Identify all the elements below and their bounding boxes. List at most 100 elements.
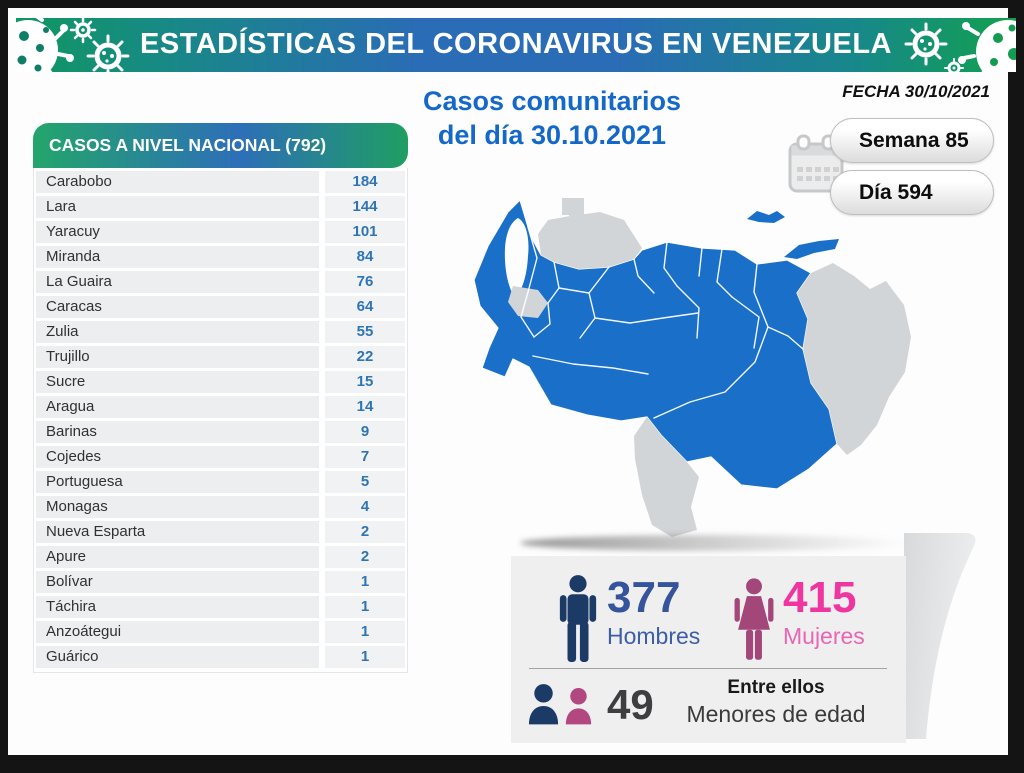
table-header: CASOS A NIVEL NACIONAL (792) bbox=[33, 123, 408, 168]
state-cases: 55 bbox=[325, 321, 405, 343]
state-name: Caracas bbox=[36, 296, 319, 318]
table-row: Caracas 64 bbox=[36, 296, 405, 318]
state-name: Trujillo bbox=[36, 346, 319, 368]
table-row: Carabobo 184 bbox=[36, 171, 405, 193]
state-cases: 101 bbox=[325, 221, 405, 243]
page-title: Casos comunitarios del día 30.10.2021 bbox=[406, 84, 698, 152]
card-page-curl bbox=[904, 533, 976, 739]
state-cases: 1 bbox=[325, 596, 405, 618]
table-row: La Guaira 76 bbox=[36, 271, 405, 293]
table-row: Miranda 84 bbox=[36, 246, 405, 268]
virus-icon bbox=[944, 58, 964, 72]
map-states-without-cases bbox=[508, 198, 911, 537]
state-cases: 2 bbox=[325, 546, 405, 568]
map-state-borders bbox=[520, 226, 804, 419]
table-row: Portuguesa 5 bbox=[36, 471, 405, 493]
table-row: Zulia 55 bbox=[36, 321, 405, 343]
virus-decoration-icons bbox=[16, 18, 1016, 72]
state-name: Guárico bbox=[36, 646, 319, 668]
virus-icon bbox=[69, 18, 97, 44]
state-cases: 9 bbox=[325, 421, 405, 443]
state-name: Aragua bbox=[36, 396, 319, 418]
state-name: Apure bbox=[36, 546, 319, 568]
state-cases: 4 bbox=[325, 496, 405, 518]
banner: ESTADÍSTICAS DEL CORONAVIRUS EN VENEZUEL… bbox=[16, 18, 1016, 72]
state-cases: 144 bbox=[325, 196, 405, 218]
state-name: Zulia bbox=[36, 321, 319, 343]
state-table-rows: Carabobo 184 Lara 144 Yaracuy 101 Miranda 84 La … bbox=[33, 168, 408, 673]
state-name: Anzoátegui bbox=[36, 621, 319, 643]
state-cases: 2 bbox=[325, 521, 405, 543]
table-row: Aragua 14 bbox=[36, 396, 405, 418]
table-row: Barinas 9 bbox=[36, 421, 405, 443]
state-name: Barinas bbox=[36, 421, 319, 443]
table-row: Guárico 1 bbox=[36, 646, 405, 668]
card-top-shadow bbox=[520, 535, 910, 551]
map-lake-maracaibo bbox=[504, 218, 529, 298]
card-divider bbox=[529, 668, 887, 669]
virus-icon bbox=[86, 34, 130, 72]
table-row: Monagas 4 bbox=[36, 496, 405, 518]
table-row: Lara 144 bbox=[36, 196, 405, 218]
state-name: Sucre bbox=[36, 371, 319, 393]
page-title-line2: del día 30.10.2021 bbox=[437, 120, 667, 150]
women-count: 415 bbox=[783, 573, 857, 622]
state-cases: 14 bbox=[325, 396, 405, 418]
virus-icon bbox=[958, 20, 1016, 72]
minors-caption: Entre ellos Menores de edad bbox=[663, 676, 889, 728]
state-name: Cojedes bbox=[36, 446, 319, 468]
minors-caption-line1: Entre ellos bbox=[727, 677, 825, 698]
table-row: Nueva Esparta 2 bbox=[36, 521, 405, 543]
state-cases: 84 bbox=[325, 246, 405, 268]
table-row: Apure 2 bbox=[36, 546, 405, 568]
map-paria-peninsula bbox=[784, 239, 839, 259]
table-row: Táchira 1 bbox=[36, 596, 405, 618]
minors-caption-line2: Menores de edad bbox=[686, 701, 866, 727]
page-title-line1: Casos comunitarios bbox=[422, 86, 682, 116]
state-cases: 1 bbox=[325, 621, 405, 643]
table-row: Sucre 15 bbox=[36, 371, 405, 393]
minors-people-icons bbox=[528, 684, 592, 725]
state-name: Carabobo bbox=[36, 171, 319, 193]
week-badge: Semana 85 bbox=[830, 118, 994, 163]
banner-title: ESTADÍSTICAS DEL CORONAVIRUS EN VENEZUEL… bbox=[139, 27, 892, 60]
table-row: Trujillo 22 bbox=[36, 346, 405, 368]
date-label: FECHA 30/10/2021 bbox=[842, 82, 990, 101]
gender-stats-card: 377 Hombres 415 Mujeres bbox=[511, 556, 906, 743]
state-name: Táchira bbox=[36, 596, 319, 618]
state-cases: 76 bbox=[325, 271, 405, 293]
state-cases: 184 bbox=[325, 171, 405, 193]
state-cases: 15 bbox=[325, 371, 405, 393]
state-cases: 22 bbox=[325, 346, 405, 368]
minors-count: 49 bbox=[607, 681, 654, 728]
men-count: 377 bbox=[607, 573, 681, 622]
day-badge: Día 594 bbox=[830, 170, 994, 215]
table-row: Yaracuy 101 bbox=[36, 221, 405, 243]
state-name: Lara bbox=[36, 196, 319, 218]
state-name: Nueva Esparta bbox=[36, 521, 319, 543]
state-name: Miranda bbox=[36, 246, 319, 268]
man-icon bbox=[559, 575, 597, 662]
state-cases: 7 bbox=[325, 446, 405, 468]
national-cases-table: CASOS A NIVEL NACIONAL (792) Carabobo 184… bbox=[33, 123, 408, 673]
map-states-with-cases bbox=[473, 199, 838, 490]
women-label: Mujeres bbox=[783, 623, 865, 649]
state-cases: 1 bbox=[325, 571, 405, 593]
map-margarita-island bbox=[747, 211, 785, 223]
state-cases: 5 bbox=[325, 471, 405, 493]
state-cases: 64 bbox=[325, 296, 405, 318]
calendar-icon bbox=[788, 134, 844, 193]
virus-icon bbox=[904, 22, 948, 66]
venezuela-map bbox=[473, 198, 911, 537]
virus-icon bbox=[16, 18, 74, 72]
state-name: Yaracuy bbox=[36, 221, 319, 243]
table-row: Cojedes 7 bbox=[36, 446, 405, 468]
state-name: Bolívar bbox=[36, 571, 319, 593]
table-row: Bolívar 1 bbox=[36, 571, 405, 593]
woman-icon bbox=[734, 578, 774, 660]
content-area: ESTADÍSTICAS DEL CORONAVIRUS EN VENEZUEL… bbox=[8, 8, 1016, 755]
men-label: Hombres bbox=[607, 623, 701, 649]
state-name: Portuguesa bbox=[36, 471, 319, 493]
state-name: Monagas bbox=[36, 496, 319, 518]
